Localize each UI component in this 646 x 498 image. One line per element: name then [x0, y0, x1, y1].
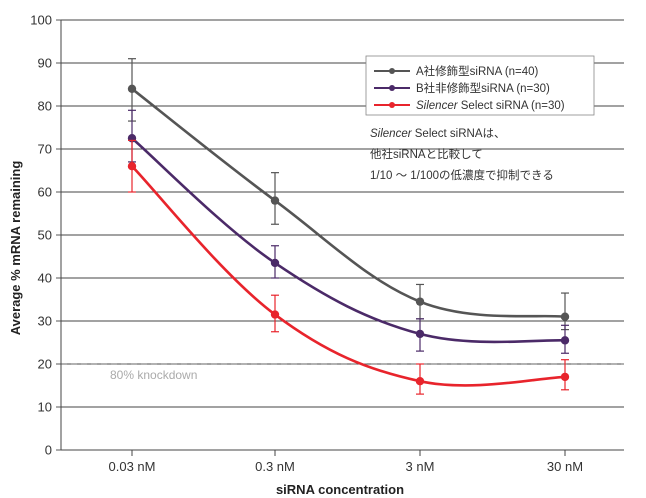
- legend-item-b: B社非修飾型siRNA (n=30): [374, 81, 550, 95]
- y-tick-label: 0: [45, 443, 52, 458]
- series-line: [131, 165, 566, 387]
- x-tick-label: 0.03 nM: [109, 459, 156, 474]
- data-point: [270, 310, 280, 319]
- series-line: [131, 137, 566, 344]
- data-point: [415, 297, 425, 306]
- data-point: [560, 312, 570, 321]
- y-tick-label: 20: [38, 357, 52, 372]
- annotation-line-3: 1/10 ～ 1/100の低濃度で抑制できる: [370, 168, 554, 182]
- data-point: [270, 196, 280, 205]
- x-axis-title: siRNA concentration: [276, 482, 404, 497]
- data-point: [560, 336, 570, 345]
- annotation: Silencer Select siRNAは、 他社siRNAと比較して 1/1…: [370, 127, 554, 182]
- legend-item-silencer: Silencer Select siRNA (n=30): [374, 100, 565, 112]
- series-line: [131, 87, 566, 318]
- annotation-line-2: 他社siRNAと比較して: [370, 147, 483, 161]
- y-tick-label: 40: [38, 271, 52, 286]
- data-point: [270, 258, 280, 268]
- y-tick-label: 30: [38, 314, 52, 329]
- x-tick-label: 3 nM: [406, 459, 435, 474]
- y-tick-label: 70: [38, 142, 52, 157]
- x-tick-label: 30 nM: [547, 459, 583, 474]
- y-tick-label: 90: [38, 56, 52, 71]
- legend-label-b: B社非修飾型siRNA (n=30): [416, 81, 550, 95]
- data-point: [415, 329, 425, 339]
- y-tick-label: 10: [38, 400, 52, 415]
- annotation-line-1: Silencer Select siRNAは、: [370, 127, 506, 140]
- y-tick-label: 60: [38, 185, 52, 200]
- data-point: [560, 372, 570, 382]
- y-tick-label: 100: [30, 13, 52, 28]
- series-2: [127, 139, 570, 395]
- data-point: [127, 162, 137, 171]
- series-1: [127, 109, 570, 354]
- y-tick-label: 80: [38, 99, 52, 114]
- y-tick-label: 50: [38, 228, 52, 243]
- x-tick-label: 0.3 nM: [255, 459, 295, 474]
- data-point: [127, 84, 137, 94]
- y-axis-title: Average % mRNA remaining: [8, 161, 23, 336]
- axes: 0 10 20 30 40 50 60 70 80 90 100 0.03 nM 0.3 nM 3 nM 3…: [30, 13, 624, 474]
- legend-label-a: A社修飾型siRNA (n=40): [416, 64, 539, 78]
- legend-label-silencer: Silencer Select siRNA (n=30): [416, 100, 565, 112]
- legend-item-a: A社修飾型siRNA (n=40): [374, 64, 539, 78]
- legend: A社修飾型siRNA (n=40) B社非修飾型siRNA (n=30) Sil…: [365, 55, 595, 116]
- data-point: [415, 377, 425, 386]
- series-group: [127, 58, 570, 395]
- reference-line-label: 80% knockdown: [110, 368, 197, 382]
